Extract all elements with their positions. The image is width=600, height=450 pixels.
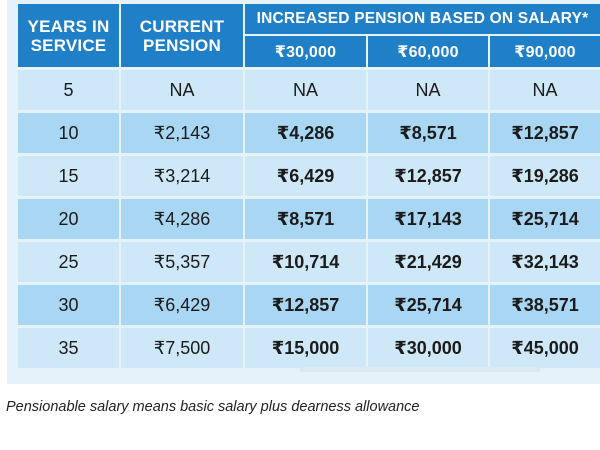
header-current-pension: CURRENT PENSION <box>120 4 245 69</box>
cell-pension-30000: ₹15,000 <box>244 325 368 368</box>
header-salary-60000: ₹60,000 <box>367 35 490 69</box>
footnote: Pensionable salary means basic salary pl… <box>6 399 420 415</box>
header-salary-30000: ₹30,000 <box>244 35 368 69</box>
cell-pension-60000: NA <box>367 67 490 112</box>
table-row: 10 ₹2,143 ₹4,286 ₹8,571 ₹12,857 <box>18 110 600 155</box>
faint-watermark-strip <box>300 367 540 372</box>
cell-pension-30000: ₹10,714 <box>244 239 368 284</box>
table-row: 15 ₹3,214 ₹6,429 ₹12,857 ₹19,286 <box>18 153 600 198</box>
cell-pension-90000: ₹32,143 <box>489 239 600 284</box>
cell-pension-60000: ₹12,857 <box>367 153 490 198</box>
table-row: 5 NA NA NA NA <box>18 67 600 112</box>
cell-pension-30000: ₹4,286 <box>244 110 368 155</box>
table-row: 30 ₹6,429 ₹12,857 ₹25,714 ₹38,571 <box>18 282 600 327</box>
cell-current-pension: ₹2,143 <box>120 110 245 155</box>
cell-years: 15 <box>18 153 121 198</box>
cell-current-pension: ₹4,286 <box>120 196 245 241</box>
cell-current-pension: ₹7,500 <box>120 325 245 368</box>
cell-pension-30000: ₹12,857 <box>244 282 368 327</box>
cell-pension-90000: ₹38,571 <box>489 282 600 327</box>
table-row: 20 ₹4,286 ₹8,571 ₹17,143 ₹25,714 <box>18 196 600 241</box>
cell-years: 30 <box>18 282 121 327</box>
cell-pension-60000: ₹17,143 <box>367 196 490 241</box>
cell-current-pension: ₹3,214 <box>120 153 245 198</box>
header-years-in-service: YEARS IN SERVICE <box>18 4 121 69</box>
cell-years: 25 <box>18 239 121 284</box>
cell-pension-60000: ₹30,000 <box>367 325 490 368</box>
cell-pension-90000: ₹19,286 <box>489 153 600 198</box>
cell-pension-30000: ₹6,429 <box>244 153 368 198</box>
cell-current-pension: NA <box>120 67 245 112</box>
header-increased-pension: INCREASED PENSION BASED ON SALARY* <box>244 4 600 36</box>
cell-years: 20 <box>18 196 121 241</box>
table-row: 25 ₹5,357 ₹10,714 ₹21,429 ₹32,143 <box>18 239 600 284</box>
header-salary-90000: ₹90,000 <box>489 35 600 69</box>
cell-pension-90000: ₹12,857 <box>489 110 600 155</box>
cell-years: 10 <box>18 110 121 155</box>
cell-current-pension: ₹5,357 <box>120 239 245 284</box>
table-row: 35 ₹7,500 ₹15,000 ₹30,000 ₹45,000 <box>18 325 600 368</box>
cell-pension-60000: ₹21,429 <box>367 239 490 284</box>
cell-pension-90000: ₹25,714 <box>489 196 600 241</box>
cell-current-pension: ₹6,429 <box>120 282 245 327</box>
cell-pension-60000: ₹8,571 <box>367 110 490 155</box>
cell-pension-60000: ₹25,714 <box>367 282 490 327</box>
cell-pension-30000: ₹8,571 <box>244 196 368 241</box>
pension-table: YEARS IN SERVICE CURRENT PENSION INCREAS… <box>18 4 600 368</box>
table-header: YEARS IN SERVICE CURRENT PENSION INCREAS… <box>18 4 600 69</box>
cell-pension-90000: ₹45,000 <box>489 325 600 368</box>
cell-years: 5 <box>18 67 121 112</box>
cell-years: 35 <box>18 325 121 368</box>
cell-pension-30000: NA <box>244 67 368 112</box>
table-body: 5 NA NA NA NA 10 ₹2,143 ₹4,286 ₹8,571 ₹1… <box>18 67 600 368</box>
cell-pension-90000: NA <box>489 67 600 112</box>
